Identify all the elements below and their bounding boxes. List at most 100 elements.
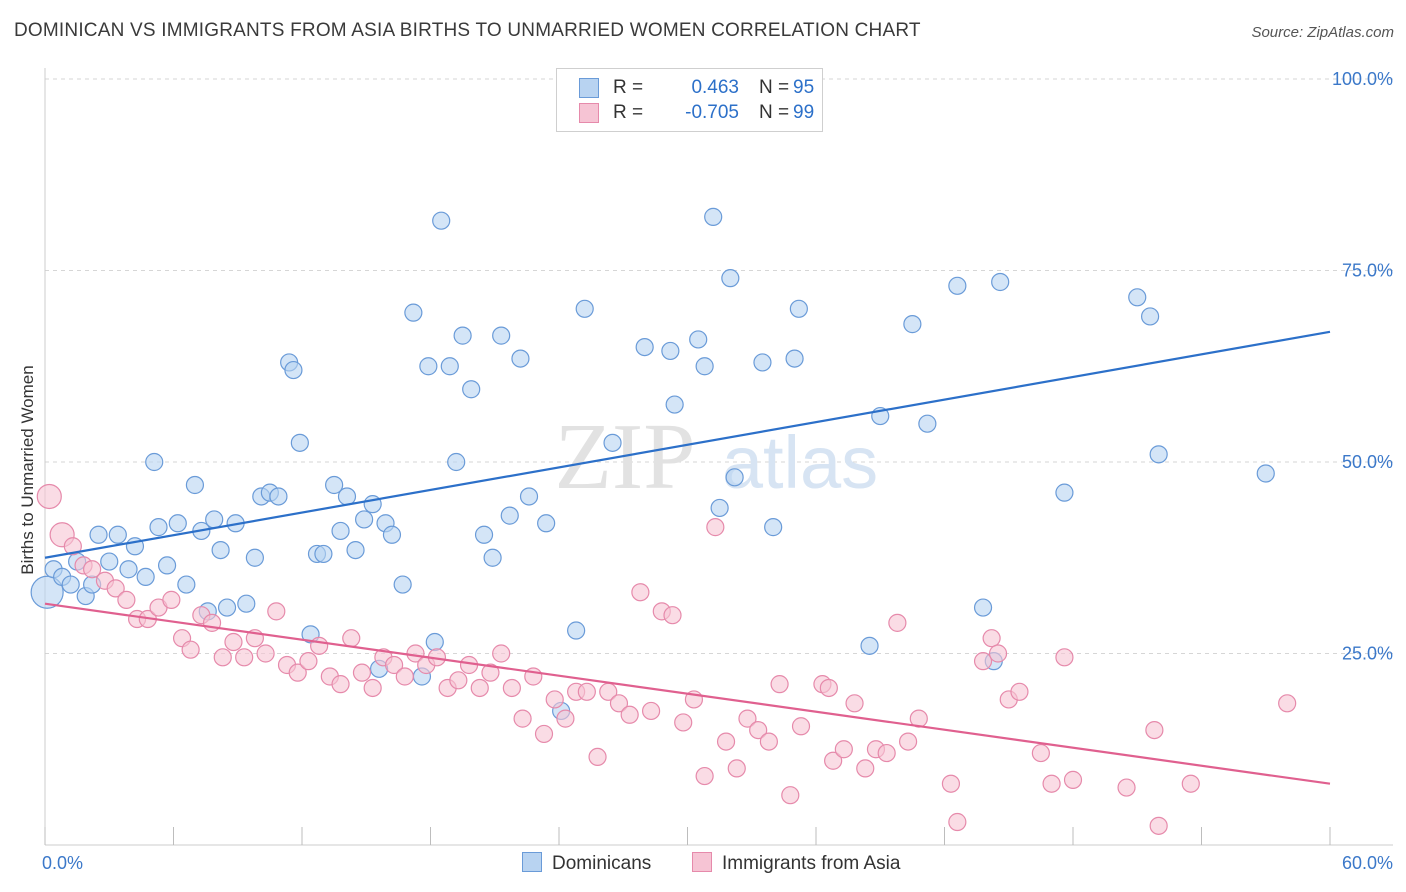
legend-r-label: R = [613, 102, 644, 123]
data-point [663, 606, 682, 625]
data-point [941, 774, 961, 793]
data-point [382, 525, 402, 544]
data-point [1181, 774, 1200, 793]
data-point [267, 602, 286, 621]
trend-lines [44, 330, 1331, 785]
data-point [1010, 682, 1029, 701]
data-point [785, 349, 804, 368]
data-point [1149, 816, 1168, 835]
data-point [716, 732, 736, 751]
data-point [689, 330, 708, 349]
watermark: ZIP atlas [555, 405, 879, 509]
data-point [363, 678, 382, 698]
legend-r-value: 0.463 [691, 77, 739, 98]
data-point [237, 594, 256, 613]
data-point [453, 326, 472, 345]
data-point [511, 349, 530, 368]
data-point [1145, 720, 1164, 740]
data-point [1256, 464, 1275, 483]
legend-swatch-pink [692, 852, 712, 872]
data-point [824, 751, 843, 770]
data-point [393, 575, 412, 594]
tick-labels: 25.0% 50.0% 75.0% 100.0% 0.0% 60.0% [42, 69, 1393, 873]
data-point [545, 690, 564, 709]
data-point [342, 629, 361, 648]
legend-swatch-pink [579, 103, 599, 123]
series-immigrants-from-asia-points [36, 483, 1297, 835]
data-point [224, 632, 243, 652]
data-point [1055, 648, 1074, 667]
data-point [30, 575, 64, 609]
data-point [119, 560, 138, 579]
data-point [973, 652, 993, 671]
data-point [1031, 743, 1050, 763]
data-point [898, 732, 918, 751]
series-dominicans-points [30, 207, 1275, 721]
data-point [117, 590, 136, 609]
data-point [419, 357, 438, 376]
data-point [661, 341, 680, 361]
data-point [727, 759, 746, 778]
data-point [205, 510, 224, 529]
data-point [331, 521, 350, 541]
data-point [519, 487, 539, 506]
data-point [162, 590, 181, 609]
source-credit: Source: ZipAtlas.com [1251, 24, 1394, 41]
y-tick-label: 75.0% [1342, 261, 1393, 281]
data-point [245, 548, 264, 567]
data-point [973, 598, 993, 617]
data-point [695, 357, 714, 376]
data-point [355, 510, 374, 529]
data-point [725, 468, 744, 487]
data-point [337, 487, 357, 506]
data-point [1055, 483, 1074, 502]
data-point [213, 648, 232, 667]
data-point [982, 629, 1001, 648]
data-point [665, 395, 684, 414]
data-point [759, 732, 778, 751]
data-point [136, 567, 155, 587]
data-point [1128, 288, 1147, 307]
data-point [395, 667, 414, 686]
data-point [1063, 770, 1083, 789]
data-point [502, 678, 521, 698]
legend-n-label: N = [759, 77, 790, 98]
data-point [948, 276, 967, 295]
legend-label-immigrants: Immigrants from Asia [722, 853, 901, 874]
data-point [181, 640, 200, 659]
data-point [710, 498, 729, 518]
data-point [474, 525, 494, 544]
data-point [492, 644, 511, 663]
data-point [789, 299, 808, 318]
data-point [845, 694, 864, 713]
data-point [256, 644, 275, 663]
y-tick-label: 50.0% [1342, 452, 1393, 472]
data-point [217, 598, 237, 617]
data-point [1278, 694, 1297, 713]
data-point [447, 452, 466, 472]
data-point [888, 613, 907, 632]
data-point [352, 663, 372, 682]
gridlines [45, 78, 1393, 654]
data-point [537, 514, 556, 533]
legend-r-label: R = [613, 77, 644, 98]
data-point [440, 357, 459, 376]
data-point [738, 709, 757, 728]
chart-title: DOMINICAN VS IMMIGRANTS FROM ASIA BIRTHS… [14, 20, 921, 41]
data-point [106, 579, 125, 598]
data-point [63, 537, 82, 556]
data-point [36, 483, 62, 510]
data-point [641, 701, 661, 721]
data-point [1117, 778, 1136, 797]
trend-line [44, 602, 1331, 785]
data-point [61, 575, 80, 594]
data-point [603, 433, 622, 452]
legend-label-dominicans: Dominicans [552, 853, 652, 874]
data-point [425, 632, 444, 652]
data-point [211, 540, 230, 560]
data-point [704, 207, 723, 226]
data-point [404, 303, 423, 322]
watermark-atlas: atlas [722, 421, 878, 504]
legend-n-value: 99 [793, 102, 815, 123]
